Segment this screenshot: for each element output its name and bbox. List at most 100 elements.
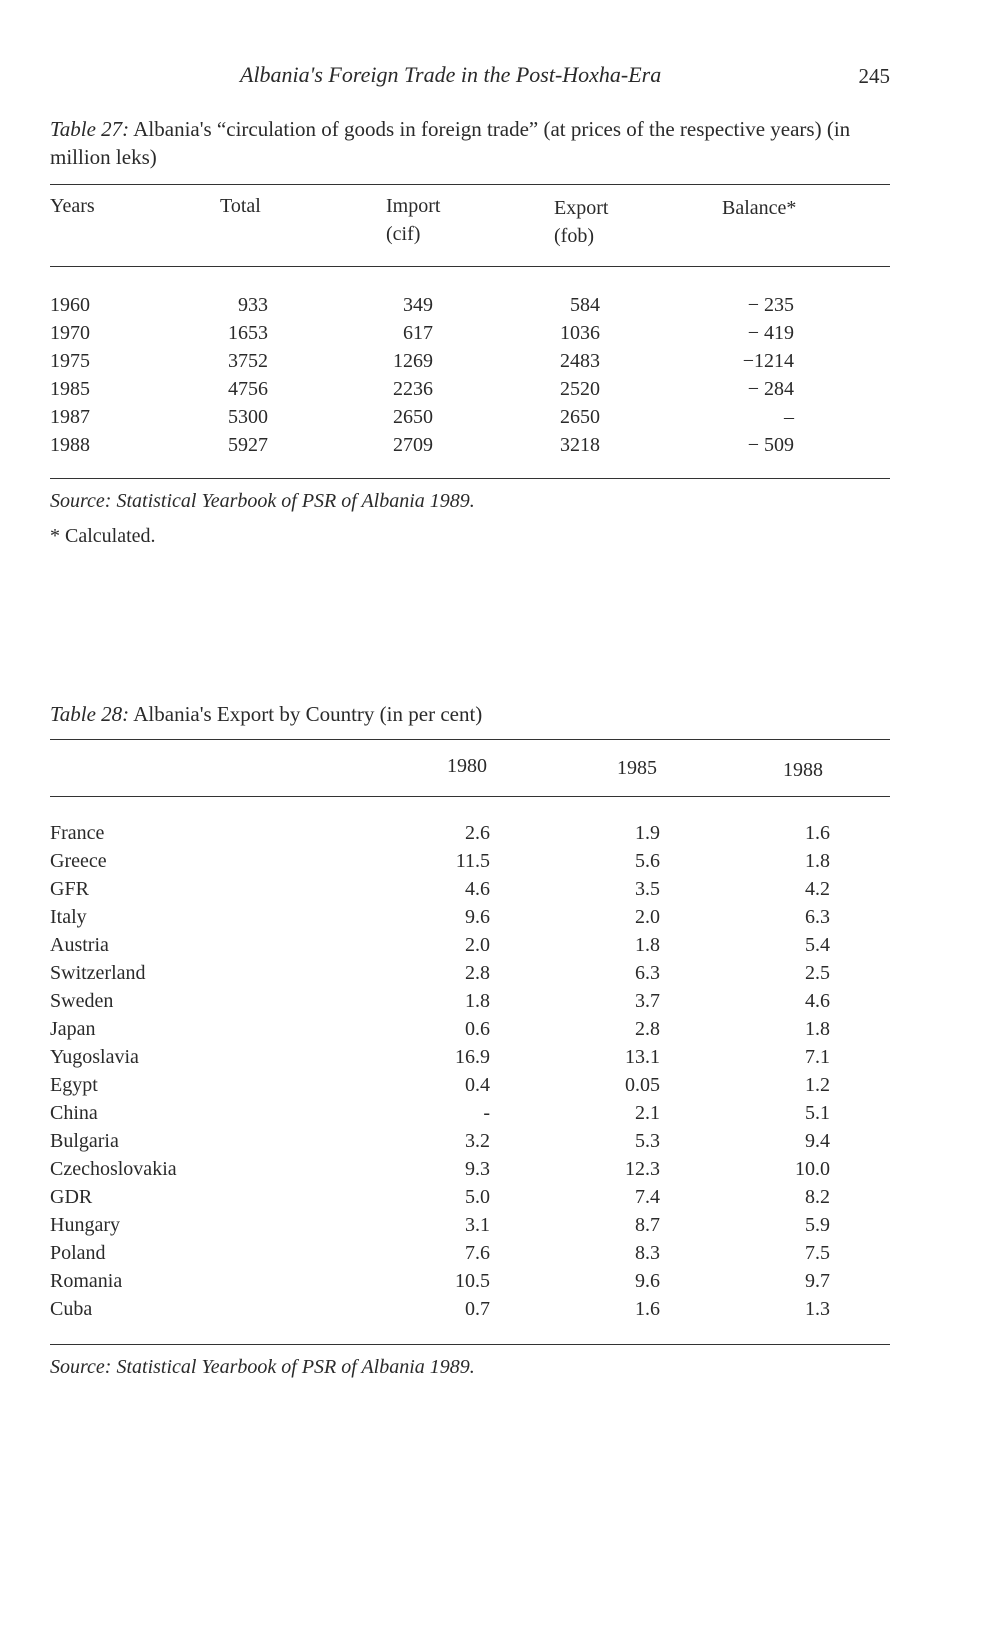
table28-cell-1988: 6.3: [805, 906, 830, 928]
table27-cell-total: 5300: [228, 406, 268, 428]
table27-cell-year: 1970: [50, 322, 90, 344]
table28-cell-1985: 9.6: [635, 1270, 660, 1292]
table28-cell-1985: 5.6: [635, 850, 660, 872]
table28-cell-1988: 8.2: [805, 1186, 830, 1208]
table28-cell-1988: 1.3: [805, 1298, 830, 1320]
table27-cell-balance: − 235: [747, 294, 794, 316]
table28-cell-1980: 0.6: [465, 1018, 490, 1040]
table28-cell-1985: 12.3: [625, 1158, 660, 1180]
table27-cell-import: 617: [403, 322, 433, 344]
table28-cell-1980: 1.8: [465, 990, 490, 1012]
table28-cell-country: Egypt: [50, 1074, 98, 1096]
table27-cell-total: 4756: [228, 378, 268, 400]
table28-bottom-rule: [50, 1344, 890, 1345]
table27-header-total: Total: [220, 195, 261, 217]
table27-header-import-sub: (cif): [386, 223, 421, 245]
table28-cell-country: GDR: [50, 1186, 93, 1208]
table28-cell-1988: 5.4: [805, 934, 830, 956]
table27-cell-year: 1960: [50, 294, 90, 316]
table27-cell-import: 1269: [393, 350, 433, 372]
table28-top-rule: [50, 739, 890, 740]
table28-cell-1988: 1.6: [805, 822, 830, 844]
table27-header-rule: [50, 266, 890, 267]
table28-header-rule: [50, 796, 890, 797]
table28-cell-country: Poland: [50, 1242, 106, 1264]
table28-cell-1985: 0.05: [625, 1074, 660, 1096]
table28-header-1985: 1985: [617, 757, 657, 779]
table28-cell-1980: 9.3: [465, 1158, 490, 1180]
table28-cell-country: Bulgaria: [50, 1130, 119, 1152]
table28-cell-1988: 2.5: [805, 962, 830, 984]
table28-cell-1980: 4.6: [465, 878, 490, 900]
table28-cell-country: Sweden: [50, 990, 114, 1012]
table27-cell-balance: −1214: [742, 350, 794, 372]
table27-note: * Calculated.: [50, 525, 156, 547]
table28-cell-1985: 13.1: [625, 1046, 660, 1068]
table27-cell-total: 1653: [228, 322, 268, 344]
table28-cell-1985: 2.8: [635, 1018, 660, 1040]
table27-cell-balance: − 419: [747, 322, 794, 344]
table27-header-export: Export: [554, 197, 609, 219]
table28-cell-country: GFR: [50, 878, 89, 900]
table28-cell-1985: 3.5: [635, 878, 660, 900]
table28-cell-1980: 3.2: [465, 1130, 490, 1152]
table27-cell-balance: − 509: [747, 434, 794, 456]
table27-top-rule: [50, 184, 890, 185]
table27-cell-total: 3752: [228, 350, 268, 372]
table27-cell-balance: − 284: [747, 378, 794, 400]
table28-cell-1980: 0.7: [465, 1298, 490, 1320]
table28-cell-1980: 0.4: [465, 1074, 490, 1096]
table27-caption: Table 27: Albania's “circulation of good…: [50, 115, 890, 171]
table28-cell-country: Greece: [50, 850, 107, 872]
table28-header-1988: 1988: [783, 759, 823, 781]
table28-cell-1988: 1.8: [805, 850, 830, 872]
table28-cell-country: Czechoslovakia: [50, 1158, 177, 1180]
table27-caption-text: Albania's “circulation of goods in forei…: [50, 117, 851, 169]
table28-cell-country: France: [50, 822, 105, 844]
table28-cell-1988: 9.7: [805, 1270, 830, 1292]
table28-cell-1980: 2.0: [465, 934, 490, 956]
table28-cell-1988: 4.6: [805, 990, 830, 1012]
table27-header-balance: Balance*: [722, 197, 797, 219]
table28-cell-1988: 1.2: [805, 1074, 830, 1096]
table27-cell-export: 2520: [560, 378, 600, 400]
table28-cell-1980: 11.5: [455, 850, 490, 872]
table28-cell-1985: 3.7: [635, 990, 660, 1012]
table28-cell-1988: 4.2: [805, 878, 830, 900]
table28-cell-1985: 1.9: [635, 822, 660, 844]
table28-cell-1980: -: [483, 1102, 490, 1124]
table27-cell-total: 933: [238, 294, 268, 316]
table28-cell-1988: 7.1: [805, 1046, 830, 1068]
table28-cell-1980: 10.5: [455, 1270, 490, 1292]
table28-cell-1988: 7.5: [805, 1242, 830, 1264]
table27-header-import: Import: [386, 195, 441, 217]
table28-cell-1988: 1.8: [805, 1018, 830, 1040]
table28-cell-1988: 9.4: [805, 1130, 830, 1152]
table27-label: Table 27:: [50, 117, 130, 141]
table28-cell-1988: 5.1: [805, 1102, 830, 1124]
table28-cell-1980: 2.6: [465, 822, 490, 844]
table28-cell-1980: 9.6: [465, 906, 490, 928]
table27-cell-export: 2650: [560, 406, 600, 428]
table28-cell-1980: 7.6: [465, 1242, 490, 1264]
table28-cell-1988: 5.9: [805, 1214, 830, 1236]
table27-cell-export: 1036: [560, 322, 600, 344]
page-number: 245: [858, 64, 891, 88]
table28-cell-1980: 5.0: [465, 1186, 490, 1208]
table27-cell-export: 3218: [560, 434, 600, 456]
running-title: Albania's Foreign Trade in the Post-Hoxh…: [240, 62, 662, 87]
table27-cell-import: 2650: [393, 406, 433, 428]
table28-cell-1988: 10.0: [795, 1158, 830, 1180]
table27-bottom-rule: [50, 478, 890, 479]
table28-caption-text: Albania's Export by Country (in per cent…: [133, 702, 483, 726]
table27-header-years: Years: [50, 195, 95, 217]
table28-cell-country: Yugoslavia: [50, 1046, 139, 1068]
table28-cell-1980: 2.8: [465, 962, 490, 984]
table28-cell-1985: 2.1: [635, 1102, 660, 1124]
table28-cell-country: Hungary: [50, 1214, 120, 1236]
table27-cell-export: 584: [570, 294, 600, 316]
table28-cell-country: Switzerland: [50, 962, 146, 984]
table28-cell-country: Japan: [50, 1018, 96, 1040]
running-head: Albania's Foreign Trade in the Post-Hoxh…: [0, 62, 1000, 92]
table28-label: Table 28:: [50, 702, 130, 726]
